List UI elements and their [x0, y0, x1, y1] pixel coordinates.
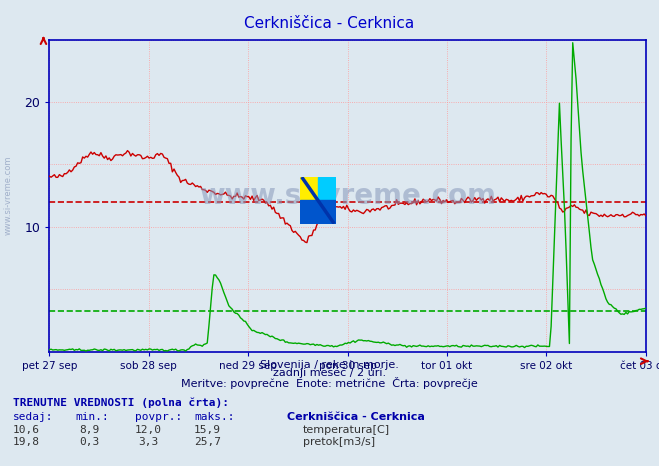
Text: TRENUTNE VREDNOSTI (polna črta):: TRENUTNE VREDNOSTI (polna črta):: [13, 397, 229, 408]
Text: sedaj:: sedaj:: [13, 412, 53, 422]
Text: Meritve: povprečne  Enote: metrične  Črta: povprečje: Meritve: povprečne Enote: metrične Črta:…: [181, 377, 478, 389]
Text: maks.:: maks.:: [194, 412, 235, 422]
Text: www.si-vreme.com: www.si-vreme.com: [199, 182, 496, 210]
Bar: [318, 177, 336, 200]
Text: min.:: min.:: [76, 412, 109, 422]
Text: temperatura[C]: temperatura[C]: [303, 425, 390, 435]
Text: 10,6: 10,6: [13, 425, 40, 435]
Text: 19,8: 19,8: [13, 437, 40, 447]
Text: 15,9: 15,9: [194, 425, 221, 435]
Text: 0,3: 0,3: [79, 437, 99, 447]
Text: povpr.:: povpr.:: [135, 412, 183, 422]
Bar: [300, 200, 336, 224]
Text: 3,3: 3,3: [138, 437, 158, 447]
Text: zadnji mesec / 2 uri.: zadnji mesec / 2 uri.: [273, 368, 386, 378]
Bar: [300, 177, 318, 200]
Text: Cerkniščica - Cerknica: Cerkniščica - Cerknica: [287, 412, 424, 422]
Text: Cerkniščica - Cerknica: Cerkniščica - Cerknica: [244, 16, 415, 31]
Text: 12,0: 12,0: [135, 425, 161, 435]
Text: 25,7: 25,7: [194, 437, 221, 447]
Text: pretok[m3/s]: pretok[m3/s]: [303, 437, 375, 447]
Text: 8,9: 8,9: [79, 425, 99, 435]
Text: www.si-vreme.com: www.si-vreme.com: [4, 156, 13, 235]
Text: Slovenija / reke in morje.: Slovenija / reke in morje.: [260, 360, 399, 370]
